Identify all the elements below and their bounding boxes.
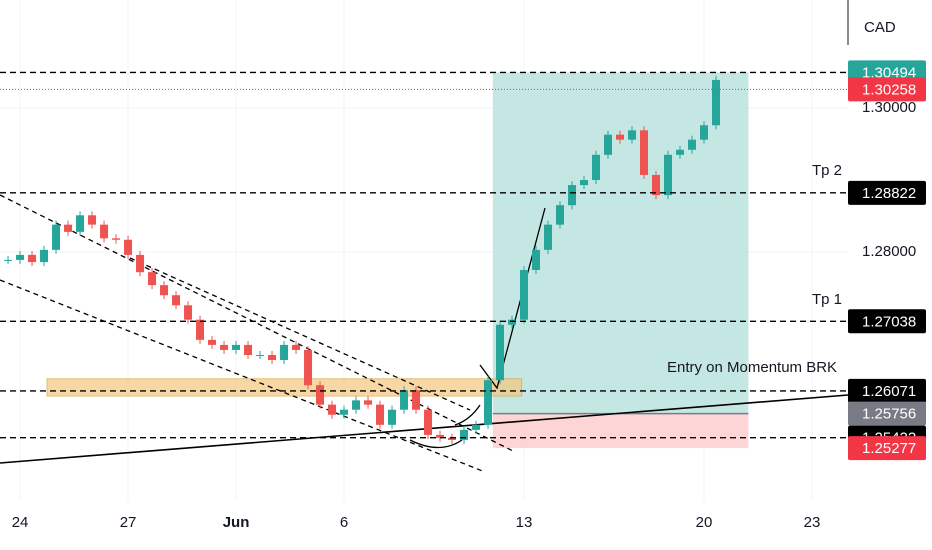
price-label-bg (848, 436, 926, 461)
candle (148, 272, 157, 286)
channel-line (0, 279, 486, 473)
candle (424, 409, 433, 435)
candle (568, 185, 577, 206)
price-label: 1.25277 (862, 440, 916, 457)
candle (532, 249, 541, 271)
annotation: Tp 2 (812, 162, 842, 179)
pattern-curve (409, 439, 463, 449)
candle (628, 130, 637, 140)
price-label-bg (848, 378, 926, 403)
candle (232, 344, 241, 350)
x-tick-label: 6 (340, 514, 348, 531)
annotation: Entry on Momentum BRK (667, 359, 837, 376)
candle (88, 215, 97, 225)
price-label: 1.27038 (862, 313, 916, 330)
candle (472, 424, 481, 430)
candle (616, 134, 625, 140)
candle (16, 254, 25, 260)
candle (676, 149, 685, 155)
demand-zone (46, 378, 523, 397)
candle (544, 224, 553, 250)
price-label-bg (848, 309, 926, 334)
price-label-bg (848, 180, 926, 205)
loss-zone (492, 413, 749, 449)
candle (580, 180, 589, 186)
channel-line (0, 194, 516, 453)
candle (316, 385, 325, 405)
price-label: 1.26071 (862, 383, 916, 400)
x-tick-label: 24 (12, 514, 29, 531)
x-tick-label: 13 (516, 514, 533, 531)
candle (376, 404, 385, 425)
price-label-bg (848, 401, 926, 426)
candle (688, 139, 697, 150)
candle (64, 224, 73, 232)
candle (136, 254, 145, 273)
candle (328, 404, 337, 415)
x-tick-label: 23 (804, 514, 821, 531)
candle (220, 344, 229, 350)
candle (256, 354, 265, 356)
candle (184, 305, 193, 320)
candle (484, 380, 493, 425)
path-arrow (479, 207, 546, 390)
currency-label: CAD (864, 19, 896, 36)
candle (28, 254, 37, 263)
candle (208, 339, 217, 345)
candle (100, 224, 109, 239)
candle (520, 270, 529, 320)
pattern-curve (454, 404, 481, 426)
candle (76, 215, 85, 232)
candle (292, 344, 301, 350)
candle (400, 390, 409, 410)
candle (604, 134, 613, 155)
candle (304, 349, 313, 386)
x-tick-label: 20 (696, 514, 713, 531)
candle (652, 174, 661, 196)
annotation: Tp 1 (812, 291, 842, 308)
candle (448, 437, 457, 440)
candle (412, 390, 421, 410)
candle (268, 354, 277, 361)
candle (460, 429, 469, 440)
candle (508, 319, 517, 325)
candle (172, 295, 181, 306)
channel-line (129, 257, 471, 411)
price-label: 1.30494 (862, 64, 916, 81)
candle (160, 285, 169, 296)
candle (496, 324, 505, 381)
candle (4, 259, 13, 261)
x-tick-label: Jun (223, 514, 250, 531)
candle (592, 154, 601, 181)
candle (124, 239, 133, 255)
candle (640, 130, 649, 175)
candle (712, 79, 721, 126)
candle (40, 249, 49, 263)
candle (196, 319, 205, 340)
candle (556, 205, 565, 225)
support-line (0, 394, 849, 464)
candle (364, 400, 373, 405)
price-label: 1.30258 (862, 81, 916, 98)
candle (664, 154, 673, 196)
price-label-bg (848, 77, 926, 102)
candle (52, 224, 61, 250)
y-tick-label: 1.28000 (862, 243, 916, 260)
candle (340, 409, 349, 415)
x-tick-label: 27 (120, 514, 137, 531)
price-label: 1.25756 (862, 406, 916, 423)
y-tick-label: 1.30000 (862, 99, 916, 116)
candle (244, 344, 253, 355)
candle (388, 409, 397, 425)
trendlines (0, 194, 849, 473)
candle (280, 344, 289, 361)
candle (352, 400, 361, 410)
candle (112, 238, 121, 240)
price-label: 1.28822 (862, 185, 916, 202)
candle (700, 125, 709, 140)
candle (436, 434, 445, 438)
